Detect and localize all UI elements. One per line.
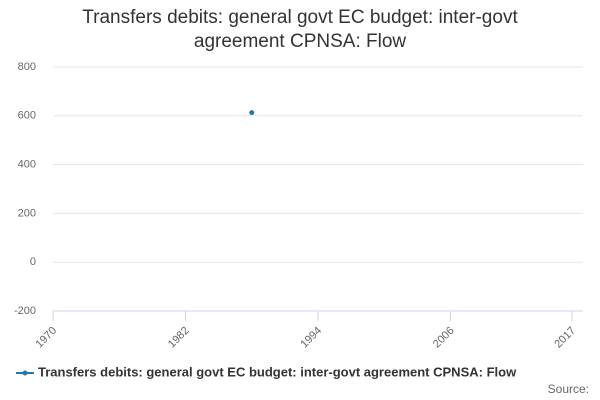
y-tick-label: 200 bbox=[18, 207, 36, 219]
x-tick-label: 2017 bbox=[552, 325, 578, 351]
y-tick-label: 800 bbox=[18, 61, 36, 73]
y-tick-label: -200 bbox=[14, 305, 36, 317]
y-tick-label: 600 bbox=[18, 110, 36, 122]
data-point bbox=[249, 110, 255, 116]
y-tick-label: 0 bbox=[30, 256, 36, 268]
x-tick-label: 2006 bbox=[431, 325, 457, 351]
x-tick-label: 1970 bbox=[33, 325, 59, 351]
chart-title: Transfers debits: general govt EC budget… bbox=[82, 7, 518, 52]
legend-marker bbox=[22, 370, 28, 376]
legend-label: Transfers debits: general govt EC budget… bbox=[38, 364, 517, 379]
source: Source: bbox=[548, 382, 589, 396]
x-tick-label: 1982 bbox=[166, 325, 192, 351]
x-tick-label: 1994 bbox=[298, 325, 324, 351]
y-tick-label: 400 bbox=[18, 159, 36, 171]
